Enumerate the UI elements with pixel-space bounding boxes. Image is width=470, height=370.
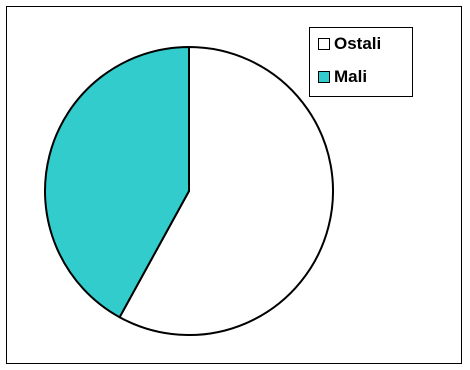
legend-swatch-mali xyxy=(318,71,330,83)
legend: Ostali Mali xyxy=(309,27,413,97)
legend-entry-ostali: Ostali xyxy=(318,35,381,53)
legend-label-mali: Mali xyxy=(334,67,368,86)
pie-slice-ostali xyxy=(118,46,334,336)
pie-slice-mali xyxy=(44,46,190,319)
legend-swatch-ostali xyxy=(318,38,330,50)
legend-entry-mali: Mali xyxy=(318,68,367,86)
legend-label-ostali: Ostali xyxy=(334,34,382,53)
